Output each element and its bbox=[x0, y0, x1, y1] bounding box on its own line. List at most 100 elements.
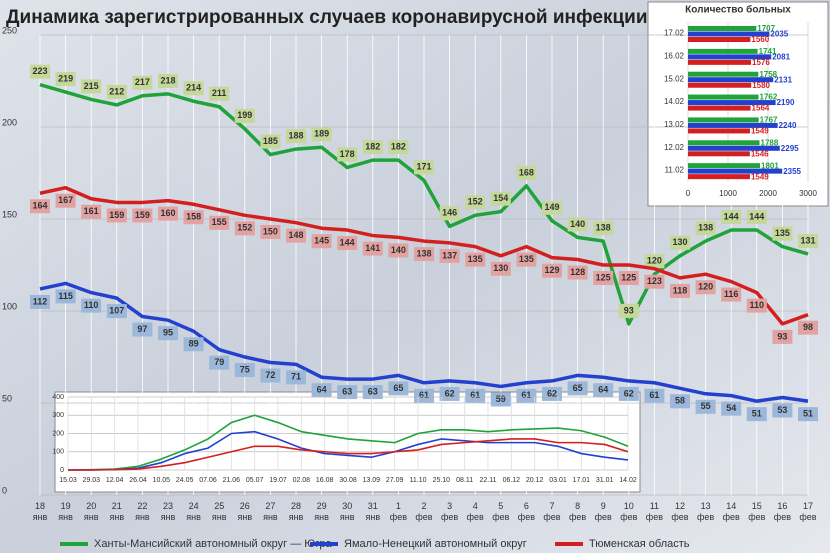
data-label: 112 bbox=[33, 296, 48, 306]
y-tick-label: 400 bbox=[52, 394, 64, 401]
data-label: 152 bbox=[468, 197, 483, 207]
data-label: 61 bbox=[419, 390, 429, 400]
data-label-box bbox=[183, 210, 204, 225]
data-label-box bbox=[721, 210, 742, 225]
data-label: 140 bbox=[570, 219, 585, 229]
x-tick-label: 0 bbox=[686, 189, 691, 198]
data-label: 1758 bbox=[759, 70, 777, 79]
data-label: 2240 bbox=[779, 121, 797, 130]
series-line bbox=[67, 414, 629, 471]
data-label: 71 bbox=[291, 372, 301, 382]
x-tick-label-part: фев bbox=[620, 512, 637, 522]
data-label: 118 bbox=[673, 285, 688, 295]
x-tick-label-part: янв bbox=[135, 512, 150, 522]
data-label: 64 bbox=[598, 385, 608, 395]
data-label: 138 bbox=[416, 248, 431, 258]
data-label-box bbox=[260, 225, 281, 239]
data-label: 145 bbox=[314, 236, 329, 246]
data-label-box bbox=[158, 326, 178, 341]
x-tick-label-part: 26 bbox=[240, 501, 250, 511]
legend-label: Ханты-Мансийский автономный округ — Югра bbox=[94, 538, 333, 550]
x-tick-label-part: янв bbox=[33, 512, 48, 522]
data-label: 140 bbox=[391, 245, 406, 255]
x-tick-label: 2000 bbox=[759, 189, 777, 198]
data-label-box bbox=[618, 303, 639, 318]
x-tick-label: 10.05 bbox=[153, 477, 171, 484]
data-label-box bbox=[311, 383, 332, 398]
y-tick-label: 300 bbox=[52, 412, 64, 419]
data-label: 137 bbox=[442, 250, 457, 260]
bar bbox=[688, 82, 752, 88]
y-tick-label: 15.02 bbox=[664, 74, 685, 83]
data-label-box bbox=[106, 304, 127, 319]
data-label: 223 bbox=[32, 66, 47, 76]
data-label-box bbox=[158, 206, 178, 221]
data-label-box bbox=[439, 248, 460, 263]
data-label: 51 bbox=[803, 409, 813, 419]
x-tick-label: 12.04 bbox=[106, 477, 124, 484]
data-label-box bbox=[593, 221, 614, 236]
x-tick-label-part: янв bbox=[340, 512, 355, 522]
data-label-box bbox=[362, 241, 383, 256]
data-label: 171 bbox=[416, 162, 431, 172]
x-tick-label: 24.05 bbox=[176, 477, 194, 484]
x-tick-label: 21 янв bbox=[109, 501, 124, 522]
data-label: 89 bbox=[189, 339, 199, 349]
data-label: 75 bbox=[240, 364, 250, 374]
data-label-box bbox=[30, 199, 50, 214]
data-label-box bbox=[490, 191, 511, 206]
x-tick-label: 3000 bbox=[799, 189, 817, 198]
bar bbox=[688, 151, 750, 157]
data-label: 128 bbox=[570, 267, 585, 277]
bar bbox=[688, 122, 778, 128]
data-label: 61 bbox=[521, 390, 531, 400]
x-tick-label-part: 30 bbox=[342, 501, 352, 511]
x-tick-label-part: 6 bbox=[524, 501, 529, 511]
data-label-box bbox=[234, 108, 255, 123]
x-tick-label-part: янв bbox=[186, 512, 201, 522]
data-label-box bbox=[567, 217, 588, 232]
data-label-box bbox=[542, 386, 562, 401]
data-label: 2035 bbox=[770, 30, 788, 39]
data-label: 53 bbox=[777, 405, 787, 415]
x-tick-label: 30.08 bbox=[339, 477, 357, 484]
data-label-box bbox=[746, 298, 767, 313]
data-label: 62 bbox=[624, 388, 634, 398]
data-label: 123 bbox=[647, 276, 662, 286]
data-label-box bbox=[670, 394, 690, 409]
data-label-box bbox=[567, 265, 588, 280]
data-label: 1801 bbox=[761, 161, 779, 170]
data-label: 115 bbox=[58, 291, 73, 301]
x-tick-label-part: 16 bbox=[777, 501, 787, 511]
data-label-box bbox=[439, 206, 460, 221]
data-label: 2190 bbox=[777, 98, 795, 107]
data-label: 110 bbox=[84, 300, 99, 310]
x-tick-label-part: фев bbox=[799, 512, 816, 522]
data-label-box bbox=[388, 381, 409, 396]
data-label: 130 bbox=[493, 263, 508, 273]
x-tick-label-part: янв bbox=[84, 512, 99, 522]
y-tick-label: 11.02 bbox=[665, 166, 685, 175]
data-label-box bbox=[721, 287, 742, 302]
bar bbox=[688, 54, 772, 60]
data-label: 65 bbox=[573, 383, 583, 393]
x-tick-label-part: фев bbox=[441, 512, 458, 522]
data-label-box bbox=[798, 407, 818, 422]
data-label: 63 bbox=[342, 386, 352, 396]
x-tick-label-part: фев bbox=[595, 512, 612, 522]
data-label-box bbox=[132, 75, 153, 90]
data-label: 150 bbox=[263, 226, 278, 236]
data-label-box bbox=[798, 320, 818, 335]
data-label: 93 bbox=[777, 331, 787, 341]
bar bbox=[688, 140, 760, 146]
data-label-box bbox=[542, 200, 562, 215]
data-label-box bbox=[81, 204, 102, 219]
data-label: 135 bbox=[775, 228, 790, 238]
data-label: 154 bbox=[493, 193, 508, 203]
data-label-box bbox=[81, 298, 102, 313]
data-label: 97 bbox=[137, 324, 147, 334]
data-label-box bbox=[772, 329, 793, 344]
x-tick-label: 08.11 bbox=[456, 477, 473, 484]
x-tick-label-part: янв bbox=[109, 512, 124, 522]
data-label-box bbox=[618, 271, 639, 285]
